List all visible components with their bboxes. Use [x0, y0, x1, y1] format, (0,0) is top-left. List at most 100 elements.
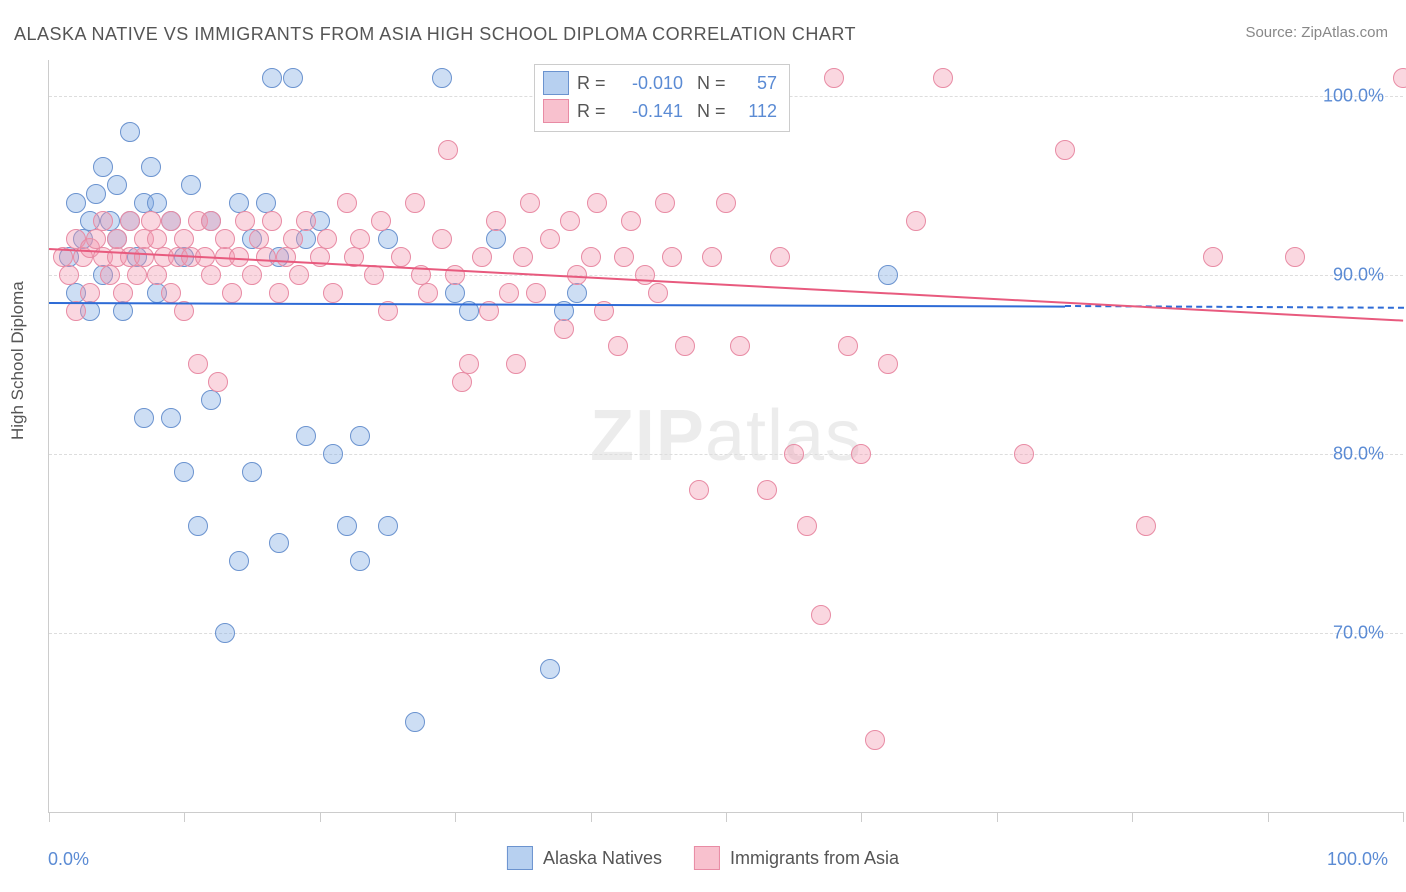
data-point: [567, 283, 587, 303]
data-point: [208, 372, 228, 392]
series-legend: Alaska Natives Immigrants from Asia: [507, 846, 899, 870]
data-point: [323, 444, 343, 464]
data-point: [364, 265, 384, 285]
x-tick: [455, 812, 456, 822]
x-tick: [591, 812, 592, 822]
data-point: [317, 229, 337, 249]
data-point: [181, 175, 201, 195]
data-point: [113, 283, 133, 303]
data-point: [378, 229, 398, 249]
data-point: [371, 211, 391, 231]
data-point: [472, 247, 492, 267]
data-point: [276, 247, 296, 267]
data-point: [540, 229, 560, 249]
data-point: [459, 354, 479, 374]
y-tick-label: 70.0%: [1333, 622, 1384, 643]
x-axis-min-label: 0.0%: [48, 849, 89, 870]
x-tick: [49, 812, 50, 822]
data-point: [242, 462, 262, 482]
data-point: [1014, 444, 1034, 464]
data-point: [655, 193, 675, 213]
data-point: [262, 68, 282, 88]
legend-label: Immigrants from Asia: [730, 848, 899, 869]
data-point: [289, 265, 309, 285]
data-point: [350, 551, 370, 571]
data-point: [120, 211, 140, 231]
legend-label: Alaska Natives: [543, 848, 662, 869]
data-point: [256, 247, 276, 267]
data-point: [452, 372, 472, 392]
data-point: [80, 283, 100, 303]
data-point: [350, 229, 370, 249]
data-point: [93, 157, 113, 177]
x-tick: [997, 812, 998, 822]
plot-area: ZIPatlas: [48, 60, 1403, 813]
data-point: [161, 211, 181, 231]
data-point: [513, 247, 533, 267]
data-point: [134, 408, 154, 428]
data-point: [824, 68, 844, 88]
data-point: [269, 533, 289, 553]
y-tick-label: 100.0%: [1323, 85, 1384, 106]
data-point: [283, 68, 303, 88]
watermark-zip: ZIP: [590, 396, 705, 476]
legend-row: R =-0.010N =57: [543, 69, 777, 97]
data-point: [66, 193, 86, 213]
data-point: [608, 336, 628, 356]
data-point: [337, 193, 357, 213]
data-point: [587, 193, 607, 213]
data-point: [107, 229, 127, 249]
watermark: ZIPatlas: [590, 395, 862, 477]
legend-swatch: [694, 846, 720, 870]
data-point: [520, 193, 540, 213]
data-point: [1203, 247, 1223, 267]
data-point: [229, 551, 249, 571]
legend-swatch: [507, 846, 533, 870]
x-axis-max-label: 100.0%: [1327, 849, 1388, 870]
data-point: [1055, 140, 1075, 160]
data-point: [933, 68, 953, 88]
data-point: [323, 283, 343, 303]
grid-line: [49, 633, 1403, 634]
data-point: [296, 211, 316, 231]
data-point: [878, 265, 898, 285]
data-point: [838, 336, 858, 356]
data-point: [350, 426, 370, 446]
data-point: [378, 516, 398, 536]
data-point: [506, 354, 526, 374]
data-point: [269, 283, 289, 303]
data-point: [865, 730, 885, 750]
data-point: [906, 211, 926, 231]
data-point: [486, 211, 506, 231]
data-point: [730, 336, 750, 356]
grid-line: [49, 454, 1403, 455]
legend-r-value: -0.010: [617, 73, 683, 94]
data-point: [1393, 68, 1406, 88]
chart-title: ALASKA NATIVE VS IMMIGRANTS FROM ASIA HI…: [14, 24, 856, 45]
data-point: [201, 265, 221, 285]
data-point: [784, 444, 804, 464]
data-point: [540, 659, 560, 679]
legend-swatch: [543, 71, 569, 95]
data-point: [432, 229, 452, 249]
data-point: [201, 211, 221, 231]
data-point: [93, 211, 113, 231]
data-point: [757, 480, 777, 500]
data-point: [445, 265, 465, 285]
data-point: [770, 247, 790, 267]
data-point: [621, 211, 641, 231]
y-axis-title: High School Diploma: [8, 281, 28, 440]
data-point: [188, 354, 208, 374]
data-point: [215, 229, 235, 249]
data-point: [418, 283, 438, 303]
data-point: [560, 211, 580, 231]
legend-r-label: R =: [577, 101, 609, 122]
data-point: [445, 283, 465, 303]
data-point: [851, 444, 871, 464]
data-point: [107, 175, 127, 195]
data-point: [134, 247, 154, 267]
legend-n-value: 112: [739, 101, 777, 122]
data-point: [581, 247, 601, 267]
data-point: [716, 193, 736, 213]
y-tick-label: 90.0%: [1333, 264, 1384, 285]
